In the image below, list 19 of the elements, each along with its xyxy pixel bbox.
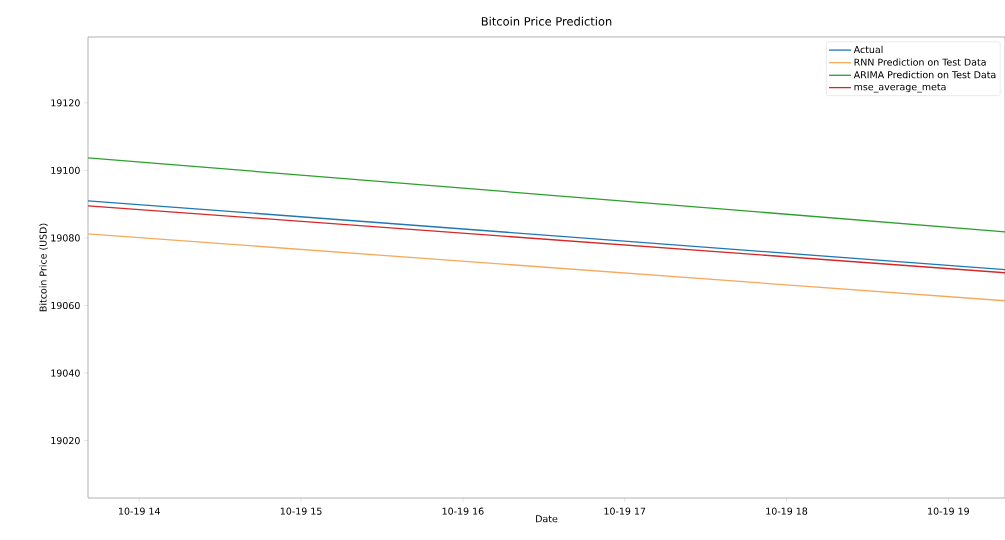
legend-label: RNN Prediction on Test Data <box>854 58 986 66</box>
legend-label: ARIMA Prediction on Test Data <box>853 70 996 79</box>
y-tick-label: 19080 <box>51 234 80 242</box>
y-tick-label: 19040 <box>51 369 80 377</box>
x-tick-label: 10-19 18 <box>766 507 808 515</box>
chart-title: Bitcoin Price Prediction <box>481 16 612 26</box>
y-axis-title: Bitcoin Price (USD) <box>39 223 48 312</box>
x-axis-title: Date <box>536 515 558 523</box>
x-tick-label: 10-19 16 <box>442 507 484 515</box>
y-tick-label: 19060 <box>51 301 80 310</box>
legend-label: Actual <box>853 45 883 54</box>
y-tick-label: 19120 <box>51 99 80 107</box>
x-tick-label: 10-19 14 <box>119 507 160 515</box>
legend-label: mse_average_meta <box>854 83 946 93</box>
y-tick-label: 19100 <box>51 166 80 174</box>
x-tick-label: 10-19 17 <box>604 507 646 515</box>
x-tick-label: 10-19 19 <box>928 507 969 515</box>
x-tick-label: 10-19 15 <box>280 507 322 515</box>
y-tick-label: 19020 <box>51 437 80 445</box>
